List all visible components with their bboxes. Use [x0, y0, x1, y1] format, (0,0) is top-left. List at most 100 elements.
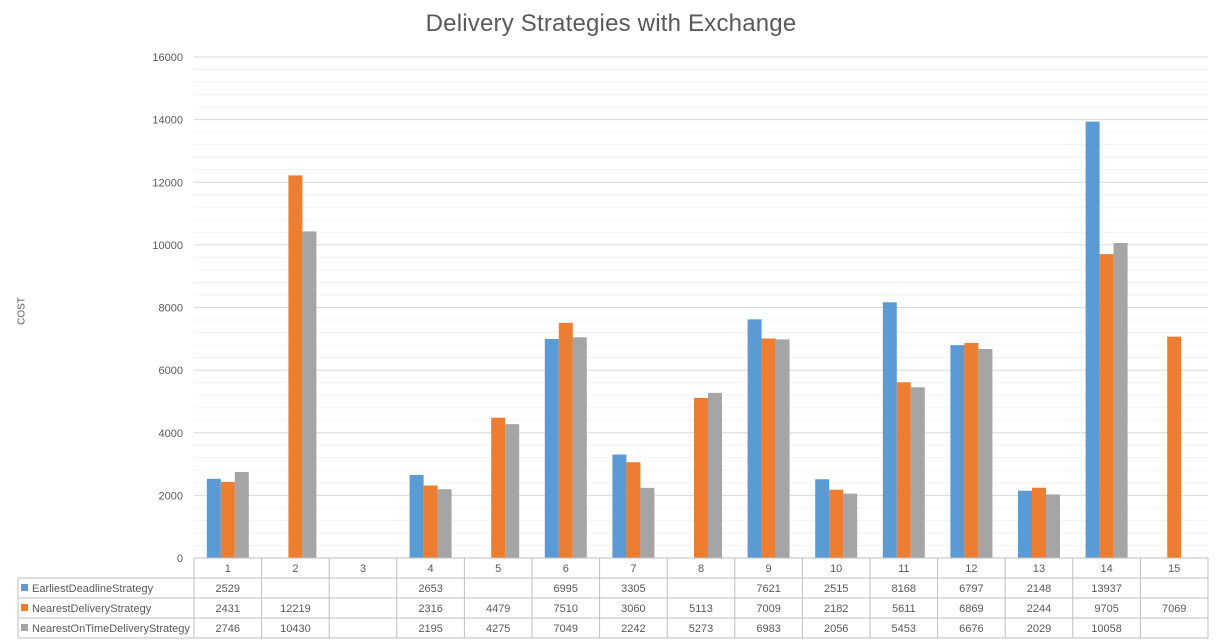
bar	[1018, 490, 1032, 558]
table-value: 6995	[554, 583, 578, 595]
table-value: 8168	[892, 583, 916, 595]
legend-swatch	[21, 624, 28, 631]
bar	[882, 302, 897, 558]
bar	[1046, 494, 1060, 558]
legend-swatch	[21, 584, 28, 591]
bar	[910, 387, 925, 558]
table-value: 2195	[418, 623, 442, 635]
bar	[640, 487, 655, 558]
table-value: 5113	[689, 603, 713, 615]
table-value: 7069	[1162, 603, 1186, 615]
bar	[491, 417, 506, 558]
bar	[896, 382, 911, 558]
table-value: 7049	[554, 623, 578, 635]
bar	[747, 319, 762, 558]
table-value: 2182	[824, 603, 848, 615]
category-label: 15	[1168, 563, 1180, 575]
bar	[1032, 487, 1046, 558]
table-value: 2242	[621, 623, 645, 635]
bar	[437, 489, 452, 558]
y-tick-label: 8000	[159, 303, 183, 315]
table-value: 7621	[756, 583, 780, 595]
table-value: 10430	[280, 623, 311, 635]
category-label: 13	[1033, 563, 1045, 575]
bar	[1085, 121, 1100, 558]
bar	[775, 339, 790, 558]
bar	[302, 231, 317, 558]
chart-title: Delivery Strategies with Exchange	[425, 10, 797, 37]
category-label: 9	[766, 563, 772, 575]
bar	[423, 485, 438, 558]
bar	[220, 481, 235, 558]
bar	[708, 392, 722, 558]
table-value: 6676	[959, 623, 983, 635]
bar	[694, 397, 708, 558]
y-tick-label: 16000	[152, 52, 183, 64]
y-tick-label: 2000	[159, 490, 183, 502]
y-tick-label: 0	[177, 553, 183, 565]
bar	[206, 478, 221, 558]
table-value: 2244	[1027, 603, 1051, 615]
bar	[544, 338, 559, 558]
category-label: 8	[698, 563, 704, 575]
table-value: 12219	[280, 603, 311, 615]
bar	[234, 472, 249, 558]
bar	[626, 462, 641, 558]
category-label: 11	[898, 563, 909, 575]
bar	[978, 348, 993, 558]
bar	[612, 454, 627, 558]
table-value: 2056	[824, 623, 848, 635]
bar	[572, 337, 587, 558]
table-value: 9705	[1094, 603, 1118, 615]
y-tick-label: 10000	[152, 240, 183, 252]
legend-swatch	[21, 604, 28, 611]
legend-label: NearestDeliveryStrategy	[32, 603, 152, 615]
category-label: 3	[360, 563, 366, 575]
table-value: 5453	[892, 623, 916, 635]
y-tick-label: 14000	[152, 115, 183, 127]
table-value: 6869	[959, 603, 983, 615]
category-label: 10	[830, 563, 842, 575]
table-value: 6797	[959, 583, 983, 595]
table-value: 2029	[1027, 623, 1051, 635]
bar	[843, 493, 858, 558]
legend-label: EarliestDeadlineStrategy	[32, 583, 154, 595]
category-label: 2	[292, 563, 298, 575]
table-value: 3060	[621, 603, 645, 615]
table-value: 7009	[756, 603, 780, 615]
bar	[964, 342, 979, 558]
bar	[1099, 254, 1114, 558]
table-value: 10058	[1091, 623, 1122, 635]
y-tick-label: 4000	[159, 428, 183, 440]
legend-label: NearestOnTimeDeliveryStrategy	[32, 623, 190, 635]
bar	[288, 175, 303, 558]
bar	[558, 322, 573, 558]
table-value: 2653	[418, 583, 442, 595]
table-value: 5611	[892, 603, 916, 615]
table-value: 2515	[824, 583, 848, 595]
bar	[761, 338, 776, 558]
table-value: 4275	[486, 623, 510, 635]
table-value: 5273	[689, 623, 713, 635]
table-value: 6983	[756, 623, 780, 635]
category-label: 6	[563, 563, 569, 575]
table-value: 2316	[418, 603, 442, 615]
table-value: 7510	[554, 603, 578, 615]
table-value: 4479	[486, 603, 510, 615]
y-tick-label: 6000	[159, 365, 183, 377]
bar	[1113, 243, 1128, 558]
category-label: 14	[1100, 563, 1112, 575]
bar	[409, 474, 424, 558]
category-label: 12	[965, 563, 977, 575]
bar	[1167, 336, 1182, 558]
category-label: 5	[495, 563, 501, 575]
table-value: 2746	[216, 623, 240, 635]
table-value: 13937	[1091, 583, 1122, 595]
bar	[815, 479, 830, 558]
table-value: 2431	[216, 603, 240, 615]
bar	[829, 489, 844, 558]
table-value: 2529	[216, 583, 240, 595]
y-tick-label: 12000	[152, 177, 183, 189]
bar	[505, 424, 520, 558]
